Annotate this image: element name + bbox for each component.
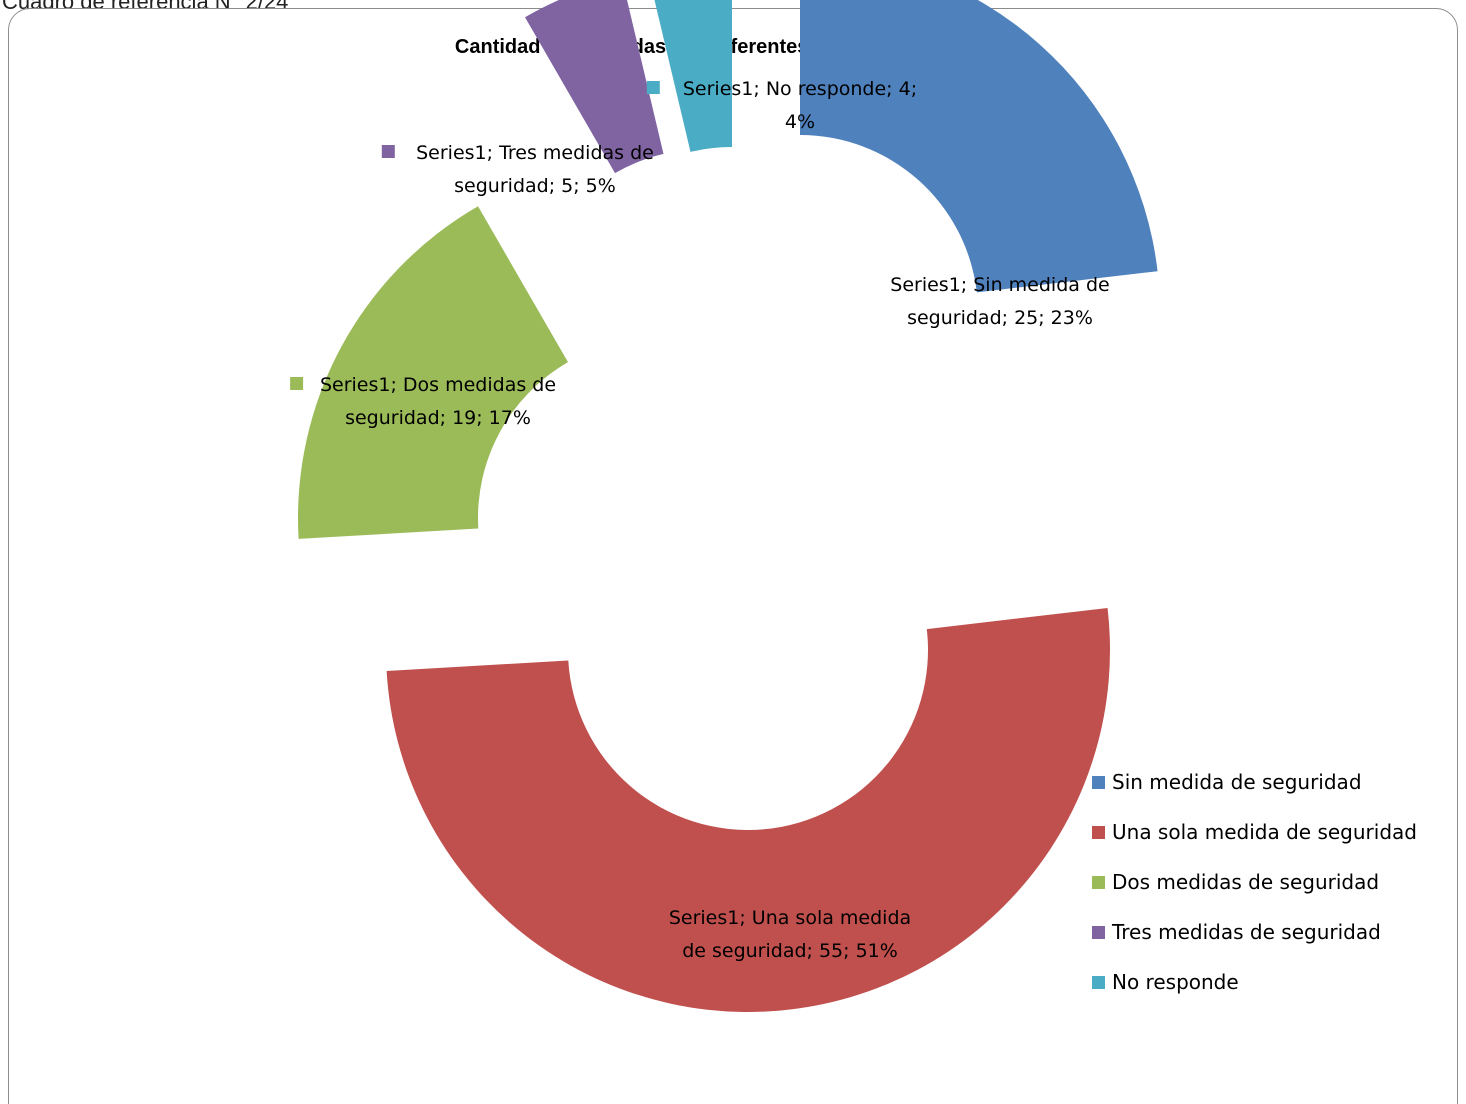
data-labels-group: Series1; Sin medida de seguridad; 25; 23%… [290,78,1110,962]
data-label-dos-medidas-de-seguridad: Series1; Dos medidas de seguridad; 19; 17… [290,374,556,429]
data-label-una-sola-medida-de-seguridad: Series1; Una sola medida de seguridad; 55… [669,907,911,962]
legend-item-no-responde: No responde [1092,970,1239,994]
data-label-line: seguridad; 25; 23% [907,307,1093,329]
data-label-line: de seguridad; 55; 51% [682,940,898,962]
data-label-key-tres-medidas-de-seguridad [381,145,395,158]
legend-label: Sin medida de seguridad [1112,770,1362,794]
slice-no-responde [654,0,732,152]
legend-label: Tres medidas de seguridad [1111,920,1381,944]
legend-item-una-sola-medida-de-seguridad: Una sola medida de seguridad [1092,820,1417,844]
data-label-key-dos-medidas-de-seguridad [290,377,304,390]
data-label-line: seguridad; 19; 17% [345,407,531,429]
data-label-line: Series1; Sin medida de [890,274,1109,296]
legend-swatch [1092,976,1105,989]
slice-una-sola-medida-de-seguridad [386,607,1110,1012]
data-label-line: Series1; Tres medidas de [416,142,654,164]
slices-group [298,0,1158,1012]
data-label-key-no-responde [646,81,660,94]
legend-label: Una sola medida de seguridad [1112,820,1417,844]
legend-item-tres-medidas-de-seguridad: Tres medidas de seguridad [1092,920,1381,944]
legend: Sin medida de seguridad Una sola medida d… [1092,770,1417,994]
legend-swatch [1092,776,1105,789]
legend-label: Dos medidas de seguridad [1112,870,1379,894]
legend-item-dos-medidas-de-seguridad: Dos medidas de seguridad [1092,870,1379,894]
data-label-sin-medida-de-seguridad: Series1; Sin medida de seguridad; 25; 23% [890,274,1109,329]
legend-item-sin-medida-de-seguridad: Sin medida de seguridad [1092,770,1362,794]
slice-sin-medida-de-seguridad [800,0,1158,293]
legend-swatch [1092,826,1105,839]
data-label-line: Series1; Una sola medida [669,907,911,929]
slice-tres-medidas-de-seguridad [525,0,664,174]
data-label-tres-medidas-de-seguridad: Series1; Tres medidas de seguridad; 5; 5% [381,142,654,197]
data-label-line: Series1; Dos medidas de [320,374,556,396]
legend-swatch [1092,926,1105,939]
data-label-line: seguridad; 5; 5% [454,175,616,197]
data-label-line: 4% [785,111,815,133]
legend-swatch [1092,876,1105,889]
legend-label: No responde [1112,970,1239,994]
data-label-line: Series1; No responde; 4; [683,78,917,100]
data-label-no-responde: Series1; No responde; 4; 4% [646,78,917,133]
slice-dos-medidas-de-seguridad [298,206,568,539]
